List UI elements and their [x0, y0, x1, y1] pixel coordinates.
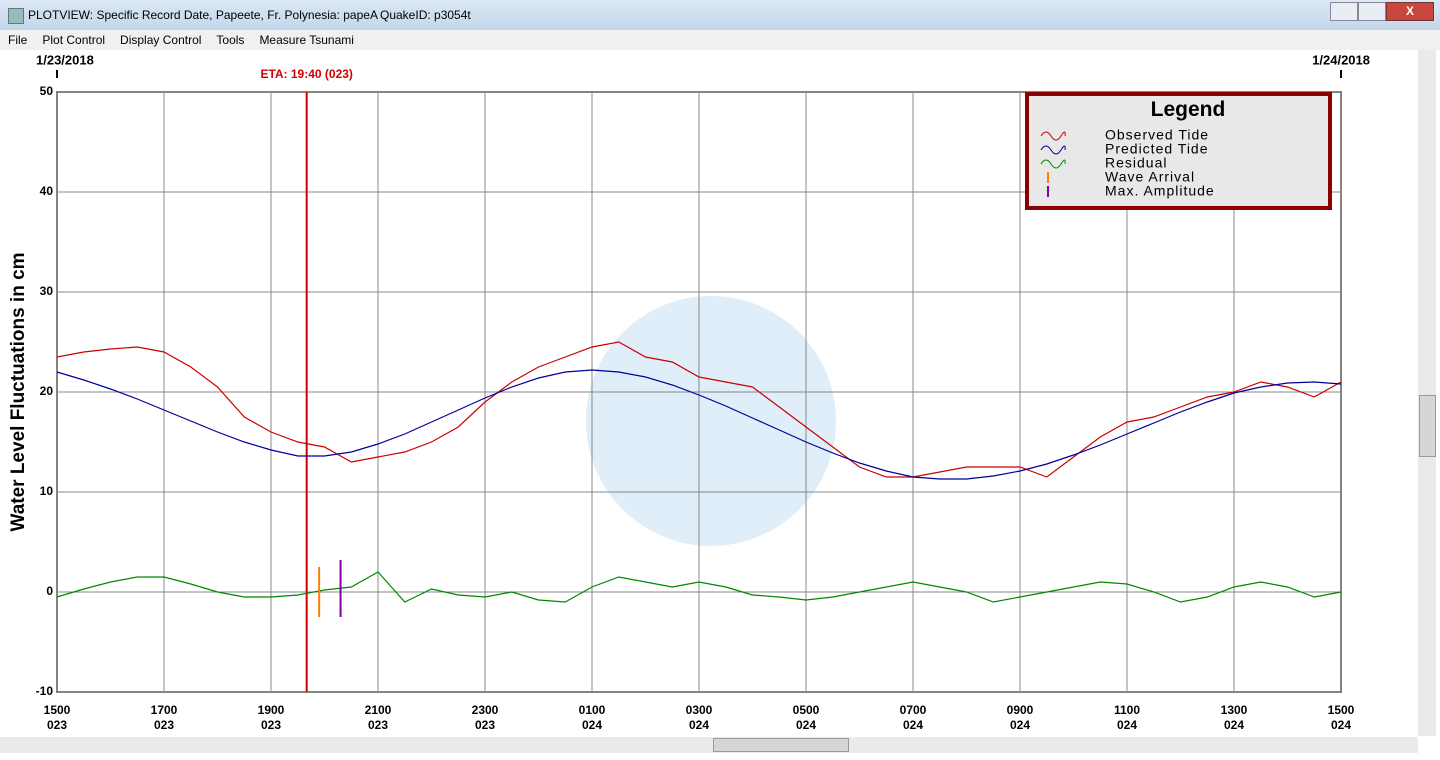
window-title: PLOTVIEW: Specific Record Date, Papeete,…	[28, 8, 378, 22]
menu-item[interactable]: File	[8, 33, 28, 47]
menu-item[interactable]: Plot Control	[42, 33, 106, 47]
menu-item[interactable]: Display Control	[120, 33, 202, 47]
quake-id: QuakeID: p3054t	[380, 8, 471, 22]
x-tick-label: 1900 023	[257, 703, 285, 732]
app-icon	[8, 8, 24, 24]
x-tick-label: 2300 023	[471, 703, 499, 732]
close-button[interactable]: X	[1386, 2, 1434, 21]
series-line	[56, 571, 1342, 603]
y-tick-label: 10	[40, 484, 54, 498]
y-tick-label: 50	[40, 84, 54, 98]
horizontal-scrollbar[interactable]	[0, 737, 1418, 753]
title-bar: PLOTVIEW: Specific Record Date, Papeete,…	[0, 0, 1440, 30]
x-tick-label: 1500 023	[43, 703, 71, 732]
legend-label: Observed Tide	[1105, 127, 1209, 143]
menu-item[interactable]: Tools	[216, 33, 245, 47]
series-line	[56, 341, 1342, 478]
x-tick-label: 1300 024	[1220, 703, 1248, 732]
end-date: 1/24/2018	[1312, 53, 1370, 68]
legend-label: Wave Arrival	[1105, 169, 1195, 185]
menu-item[interactable]: Measure Tsunami	[259, 33, 354, 47]
x-tick-label: 0100 024	[578, 703, 606, 732]
x-tick-label: 0500 024	[792, 703, 820, 732]
x-tick-label: 0900 024	[1006, 703, 1034, 732]
start-date: 1/23/2018	[36, 53, 94, 68]
legend-title: Legend	[1151, 98, 1226, 121]
vertical-scrollbar[interactable]	[1418, 50, 1436, 736]
menu-bar: File Plot Control Display Control Tools Meas…	[0, 30, 1440, 50]
y-axis-label: Water Level Fluctuations in cm	[8, 252, 29, 531]
x-tick-label: 2100 023	[364, 703, 392, 732]
maximize-button[interactable]	[1358, 2, 1386, 21]
minimize-button[interactable]	[1330, 2, 1358, 21]
y-tick-label: -10	[36, 684, 54, 698]
legend-symbol	[1040, 145, 1066, 155]
series-line	[56, 369, 1342, 480]
y-tick-label: 20	[40, 384, 54, 398]
scroll-thumb[interactable]	[1419, 395, 1436, 457]
y-tick-label: 30	[40, 284, 54, 298]
legend-symbol	[1040, 159, 1066, 169]
legend-symbol	[1040, 131, 1066, 141]
x-tick-label: 0300 024	[685, 703, 713, 732]
legend-box	[1025, 92, 1332, 210]
chart: 1/23/2018 1/24/2018 Water Level Fluctuat…	[8, 53, 1370, 699]
legend-label: Residual	[1105, 155, 1167, 171]
eta-label: ETA: 19:40 (023)	[260, 67, 352, 81]
watermark	[586, 296, 836, 546]
legend-label: Predicted Tide	[1105, 141, 1209, 157]
scroll-thumb[interactable]	[713, 738, 849, 752]
x-tick-label: 1700 023	[150, 703, 178, 732]
y-tick-label: 0	[46, 584, 53, 598]
legend-label: Max. Amplitude	[1105, 183, 1215, 199]
x-tick-label: 0700 024	[899, 703, 927, 732]
x-tick-label: 1500 024	[1327, 703, 1355, 732]
y-tick-label: 40	[40, 184, 54, 198]
x-tick-label: 1100 024	[1113, 703, 1141, 732]
